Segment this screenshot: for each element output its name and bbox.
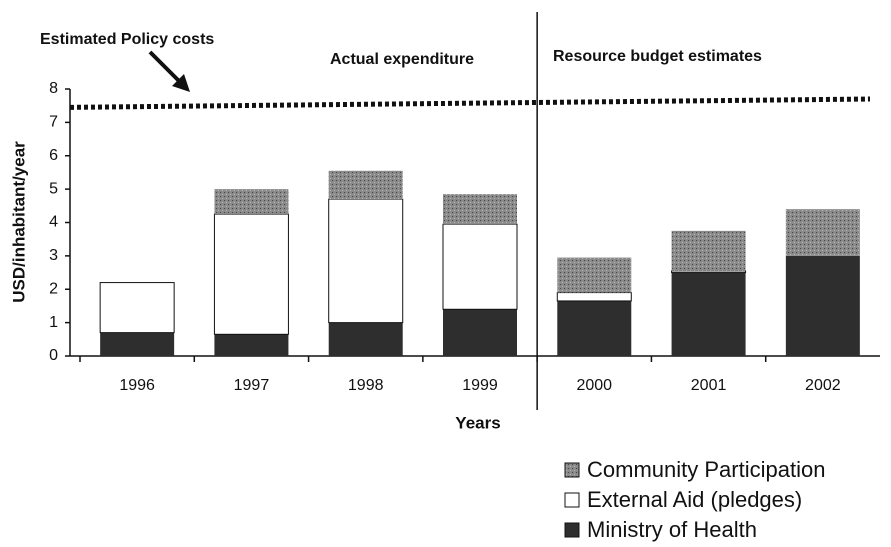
annotation: Resource budget estimates <box>553 48 762 65</box>
bar-segment <box>671 230 746 271</box>
x-tick-label: 2001 <box>691 377 727 394</box>
x-tick-label: 2002 <box>805 377 841 394</box>
x-tick-label: 2000 <box>576 377 612 394</box>
bar-segment <box>328 322 403 356</box>
legend-swatch <box>564 462 580 478</box>
bar-segment <box>213 213 289 335</box>
y-tick-label: 3 <box>49 247 58 264</box>
bar-segment <box>556 292 632 302</box>
bar-segment <box>557 300 632 356</box>
y-tick-label: 7 <box>49 114 58 131</box>
reference-line <box>69 96 871 110</box>
annotation: Actual expenditure <box>330 51 474 68</box>
bar-segment <box>328 170 403 200</box>
bar-segment <box>671 272 746 356</box>
x-tick-label: 1997 <box>234 377 270 394</box>
bar-segment <box>100 332 175 356</box>
bar-segment <box>785 209 860 256</box>
bar-segment <box>328 198 404 324</box>
bar-segment <box>443 309 517 356</box>
bar-segment <box>442 223 518 310</box>
arrowhead <box>172 74 190 92</box>
x-tick-label: 1998 <box>348 377 384 394</box>
x-tick-label: 1999 <box>462 377 498 394</box>
x-axis-label: Years <box>455 413 500 432</box>
y-tick-label: 5 <box>49 180 58 197</box>
y-tick-label: 8 <box>49 80 58 97</box>
legend-swatch <box>564 492 580 508</box>
y-axis-label: USD/inhabitant/year <box>9 141 28 303</box>
bar-segment <box>214 334 289 356</box>
bar-segment <box>671 270 747 274</box>
bar-segment <box>214 189 289 215</box>
legend-label: Community Participation <box>587 457 825 482</box>
arrow <box>148 50 184 86</box>
y-tick-label: 2 <box>49 280 58 297</box>
bar-segment <box>99 282 175 334</box>
bar-segment <box>557 257 632 293</box>
legend-label: Ministry of Health <box>587 517 757 542</box>
y-tick-label: 4 <box>49 214 58 231</box>
y-tick-label: 6 <box>49 147 58 164</box>
legend-label: External Aid (pledges) <box>587 487 802 512</box>
legend-swatch <box>564 522 580 538</box>
y-tick-label: 1 <box>49 314 58 331</box>
bar-segment <box>443 194 517 225</box>
x-tick-label: 1996 <box>119 377 155 394</box>
y-tick-label: 0 <box>49 347 58 364</box>
bar-segment <box>785 255 860 356</box>
reference-label: Estimated Policy costs <box>40 31 214 48</box>
